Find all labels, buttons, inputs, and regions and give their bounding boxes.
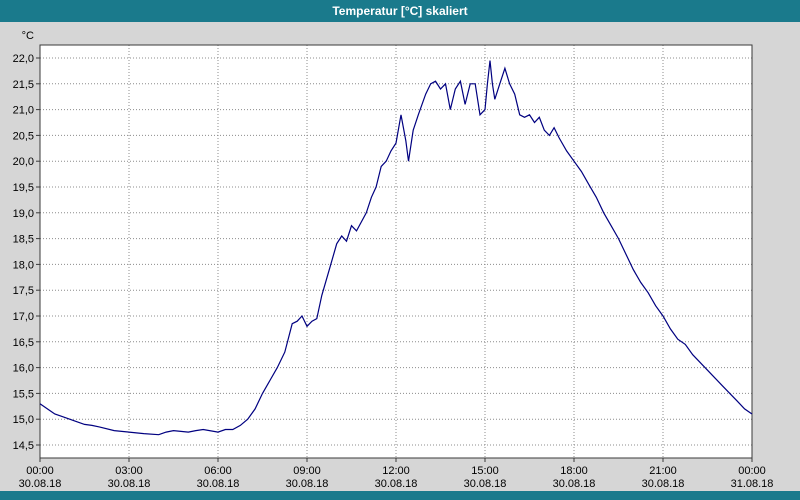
y-tick-label: 19,5 <box>13 182 34 194</box>
x-tick-date-label: 30.08.18 <box>19 478 62 490</box>
y-tick-label: 17,0 <box>13 311 34 323</box>
y-axis-unit-label: °C <box>22 30 34 42</box>
y-tick-label: 21,5 <box>13 79 34 91</box>
y-tick-label: 19,0 <box>13 208 34 220</box>
x-tick-date-label: 30.08.18 <box>286 478 329 490</box>
y-tick-label: 21,0 <box>13 105 34 117</box>
title-bar: Temperatur [°C] skaliert <box>0 0 800 22</box>
y-tick-label: 17,5 <box>13 285 34 297</box>
temperature-chart: 22,0 21,5 21,0 20,5 20,0 19,5 19,0 18,5 18,0 17,5… <box>0 22 800 491</box>
y-tick-label: 16,0 <box>13 363 34 375</box>
x-tick-time-label: 06:00 <box>204 465 232 477</box>
y-tick-label: 15,5 <box>13 388 34 400</box>
y-tick-label: 14,5 <box>13 440 34 452</box>
bottom-bar <box>0 491 800 500</box>
plot-area <box>40 45 752 458</box>
y-tick-label: 20,0 <box>13 156 34 168</box>
y-tick-label: 15,0 <box>13 414 34 426</box>
x-tick-time-label: 00:00 <box>26 465 54 477</box>
x-tick-date-label: 30.08.18 <box>642 478 685 490</box>
chart-canvas: 22,0 21,5 21,0 20,5 20,0 19,5 19,0 18,5 18,0 17,5… <box>13 30 774 490</box>
x-tick-date-label: 30.08.18 <box>197 478 240 490</box>
x-tick-time-label: 18:00 <box>560 465 588 477</box>
x-tick-date-label: 30.08.18 <box>553 478 596 490</box>
x-tick-time-label: 15:00 <box>471 465 499 477</box>
x-tick-time-label: 12:00 <box>382 465 410 477</box>
y-tick-label: 18,0 <box>13 259 34 271</box>
x-tick-time-label: 21:00 <box>649 465 677 477</box>
x-tick-date-label: 30.08.18 <box>375 478 418 490</box>
plot-frame <box>39 44 753 459</box>
temperature-line <box>39 60 753 436</box>
y-tick-label: 22,0 <box>13 53 34 65</box>
x-tick-date-label: 31.08.18 <box>731 478 774 490</box>
y-tick-label: 18,5 <box>13 234 34 246</box>
x-tick-date-label: 30.08.18 <box>464 478 507 490</box>
x-tick-date-label: 30.08.18 <box>108 478 151 490</box>
y-tick-label: 16,5 <box>13 337 34 349</box>
x-tick-time-label: 03:00 <box>115 465 143 477</box>
window-title: Temperatur [°C] skaliert <box>332 4 468 18</box>
y-tick-label: 20,5 <box>13 130 34 142</box>
x-tick-time-label: 00:00 <box>738 465 766 477</box>
x-tick-time-label: 09:00 <box>293 465 321 477</box>
